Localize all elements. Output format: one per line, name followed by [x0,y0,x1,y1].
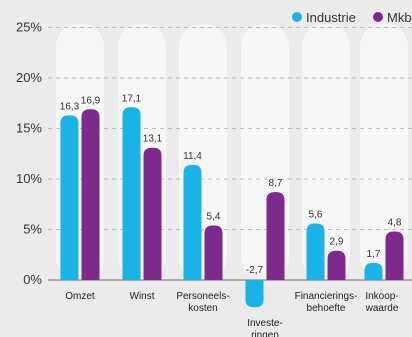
data-label: 4,8 [388,218,402,229]
data-label: 16,3 [60,101,80,112]
bar [122,107,141,280]
bar [266,192,285,280]
data-label: 16,9 [81,95,101,106]
column-highlight [302,24,350,280]
y-tick-label: 5% [23,222,42,237]
bar [143,147,162,280]
x-axis: Omzet Winst Personeels-kosten Investe-ringe… [65,291,399,337]
data-label: 5,6 [309,209,323,220]
bars [60,107,404,308]
data-label: 2,9 [330,237,344,248]
legend-label: Mkb [387,10,412,25]
bar [204,225,223,280]
gridlines [48,27,412,281]
data-label: 11,4 [183,151,202,162]
data-label: 1,7 [367,249,381,260]
category-label: Omzet [65,291,95,302]
legend-swatch [373,12,383,22]
legend: Industrie Mkb [292,10,412,25]
data-label: 17,1 [122,93,142,104]
category-label: Winst [130,291,155,302]
legend-label: Industrie [306,10,356,25]
bar [81,109,100,280]
data-label: -2,7 [246,265,264,276]
category-label: Personeels-kosten [176,291,229,314]
column-highlight [360,24,408,280]
bar [60,115,79,281]
data-labels: 16,3 17,1 11,4 -2,7 5,6 1,7 16,9 13,1 5,4 8,7 2,9 4… [60,93,402,276]
data-label: 8,7 [269,178,283,189]
data-label: 13,1 [143,134,163,145]
bar [385,231,404,280]
y-tick-label: 15% [16,121,42,136]
y-tick-label: 25% [16,20,42,35]
category-label: Inkoop-waarde [365,291,399,314]
y-tick-label: 0% [23,272,42,287]
legend-swatch [292,12,302,22]
column-highlights [56,24,408,280]
y-tick-label: 10% [16,171,42,186]
bar [327,250,346,280]
category-label: Investe-ringen [247,318,283,337]
category-label: Financierings-behoefte [295,291,358,314]
bar [364,262,383,280]
y-axis: 0% 5% 10% 15% 20% 25% [16,20,42,288]
y-tick-label: 20% [16,70,42,85]
bar [183,164,202,280]
data-label: 5,4 [207,211,221,222]
bar [245,280,264,308]
bar [306,223,325,280]
